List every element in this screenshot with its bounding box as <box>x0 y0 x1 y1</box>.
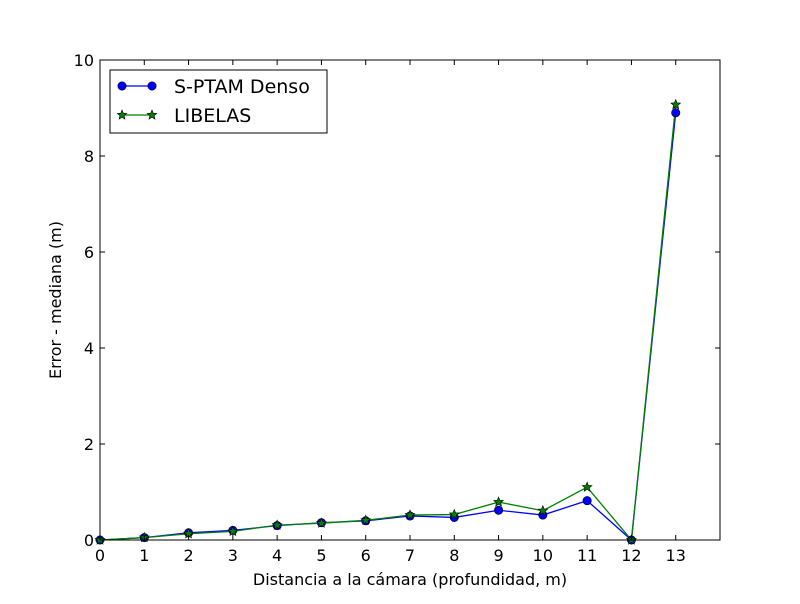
data-point-series-1 <box>581 481 593 492</box>
x-tick-label: 7 <box>405 546 415 565</box>
legend-label-1: LIBELAS <box>174 105 251 127</box>
x-tick-label: 8 <box>449 546 459 565</box>
x-tick-label: 13 <box>666 546 686 565</box>
data-point-series-0 <box>494 505 504 515</box>
data-point-series-1 <box>670 98 682 110</box>
y-tick-label: 0 <box>84 531 94 550</box>
x-tick-label: 10 <box>533 546 553 565</box>
data-point-series-0 <box>671 108 681 118</box>
x-tick-label: 9 <box>493 546 503 565</box>
y-tick-label: 6 <box>84 243 94 262</box>
x-tick-label: 12 <box>621 546 641 565</box>
x-tick-label: 11 <box>577 546 597 565</box>
x-tick-label: 3 <box>228 546 238 565</box>
series-line-1 <box>99 104 677 542</box>
data-point-series-1 <box>448 508 460 520</box>
x-tick-label: 0 <box>95 546 105 565</box>
data-point-series-1 <box>360 514 372 526</box>
y-tick-label: 2 <box>84 435 94 454</box>
legend-marker-1 <box>116 109 128 120</box>
data-point-series-1 <box>227 525 239 537</box>
data-point-series-1 <box>315 517 327 528</box>
legend-marker-0 <box>147 81 157 91</box>
y-axis-label: Error - mediana (m) <box>46 221 65 379</box>
x-tick-label: 5 <box>316 546 326 565</box>
y-tick-label: 10 <box>74 51 94 70</box>
legend-marker-0 <box>117 81 127 91</box>
data-point-series-0 <box>582 496 592 506</box>
legend-marker-1 <box>146 109 158 120</box>
data-point-series-1 <box>404 509 416 520</box>
y-tick-label: 8 <box>84 147 94 166</box>
legend: S-PTAM Denso LIBELAS <box>109 69 328 134</box>
x-tick-label: 6 <box>361 546 371 565</box>
data-point-series-1 <box>271 519 283 530</box>
x-tick-label: 4 <box>272 546 282 565</box>
x-tick-label: 2 <box>183 546 193 565</box>
x-axis-label: Distancia a la cámara (profundidad, m) <box>253 570 567 589</box>
series-line-0 <box>99 112 677 542</box>
legend-box <box>109 69 328 134</box>
data-point-series-1 <box>537 504 549 516</box>
legend-label-0: S-PTAM Denso <box>174 76 310 98</box>
data-point-series-1 <box>493 496 505 507</box>
y-tick-label: 4 <box>84 339 94 358</box>
x-tick-label: 1 <box>139 546 149 565</box>
